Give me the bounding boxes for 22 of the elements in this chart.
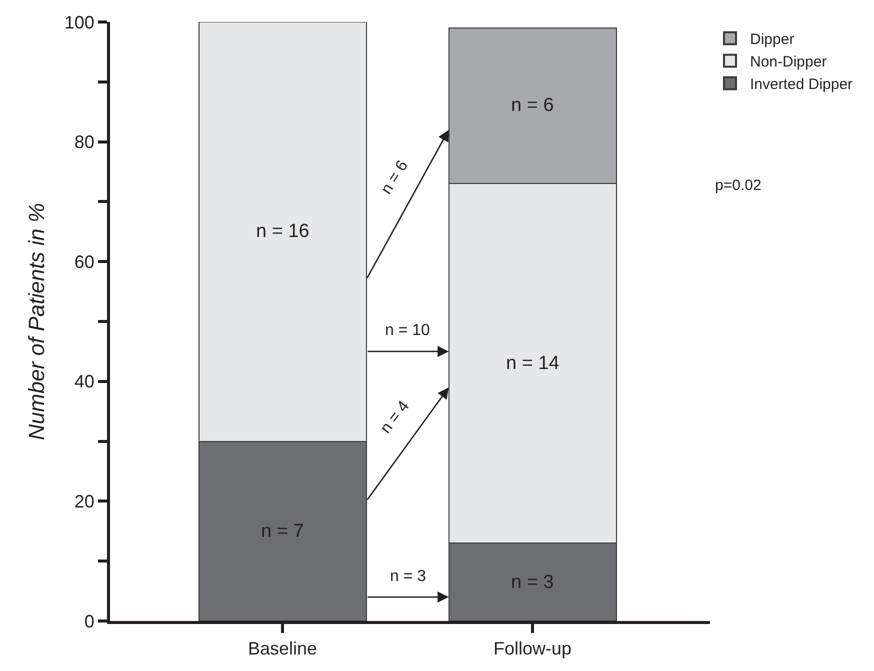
- y-tick-label: 100: [64, 12, 94, 32]
- legend-label: Dipper: [750, 31, 794, 48]
- annotation: n = 3: [390, 568, 426, 585]
- annotation: n = 7: [261, 521, 304, 542]
- x-tick-label: Follow-up: [493, 638, 572, 659]
- y-tick-label: 80: [74, 132, 94, 152]
- text: p=0.02: [715, 177, 762, 194]
- y-tick-label: 0: [84, 611, 94, 632]
- annotation: n = 6: [511, 95, 554, 116]
- annotation: n = 10: [385, 322, 430, 339]
- legend-label: Non-Dipper: [750, 54, 827, 71]
- annotation: n = 14: [506, 353, 560, 374]
- y-tick-label: 40: [74, 372, 94, 392]
- y-tick-label: 20: [74, 492, 94, 512]
- annotation: n = 4: [377, 398, 413, 437]
- legend-label: Inverted Dipper: [750, 76, 853, 94]
- x-tick-label: Baseline: [248, 638, 318, 659]
- annotation: n = 16: [256, 221, 310, 242]
- y-axis-title: Number of Patients in %: [24, 202, 50, 440]
- annotation: n = 6: [378, 158, 412, 198]
- annotation: n = 3: [511, 572, 554, 593]
- y-tick-label: 60: [74, 252, 94, 272]
